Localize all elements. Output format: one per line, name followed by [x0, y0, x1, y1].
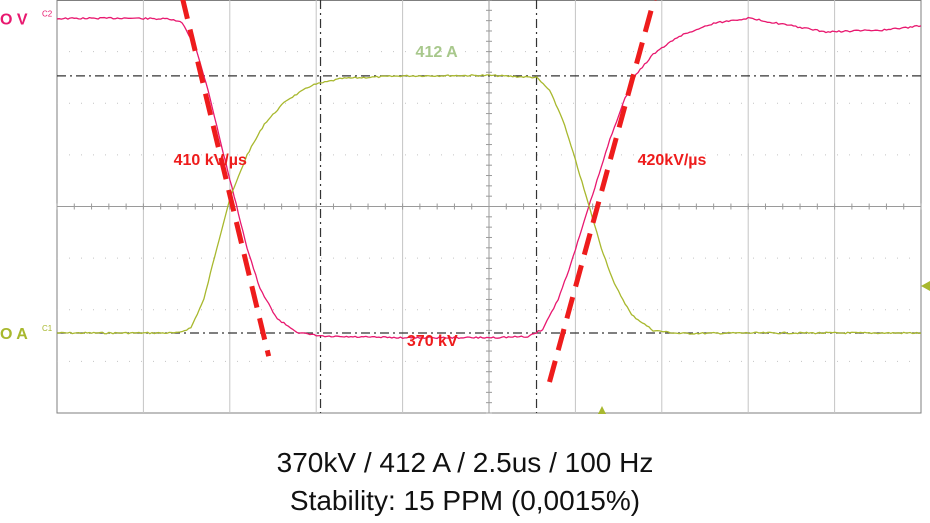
- trigger-position-marker-icon: [598, 406, 606, 414]
- waveform-c1: [57, 74, 921, 335]
- channel-tag-c1: C1: [42, 324, 53, 333]
- annotation-label: 412 A: [416, 44, 459, 61]
- annotation-label: 370 kV: [407, 333, 458, 350]
- slope-line-2: [547, 0, 657, 383]
- caption-stability: Stability: 15 PPM (0,0015%): [289, 485, 641, 516]
- trigger-level-marker-icon: [921, 281, 930, 291]
- slope-line-1: [180, 0, 272, 357]
- channel-marker-c2: O V: [0, 12, 28, 29]
- annotation-label: 410 kV/µs: [174, 152, 247, 169]
- annotation-label: 420kV/µs: [638, 152, 707, 169]
- channel-tag-c2: C2: [42, 10, 53, 19]
- channel-marker-c1: O A: [0, 326, 28, 343]
- caption-settings: 370kV / 412 A / 2.5us / 100 Hz: [276, 447, 654, 478]
